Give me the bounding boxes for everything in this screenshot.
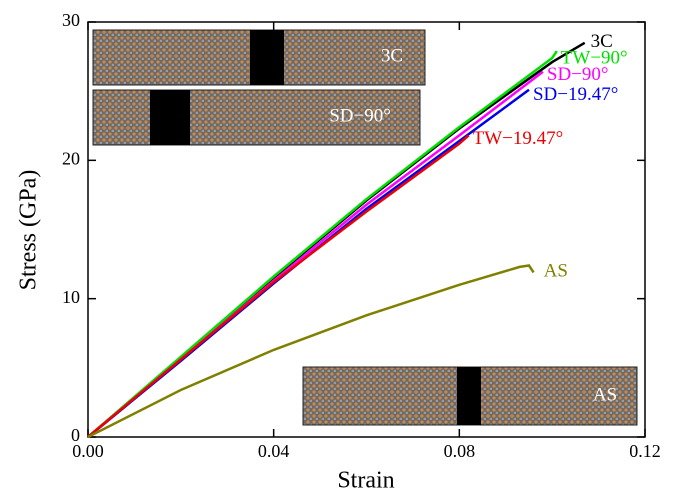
inset-gap xyxy=(457,367,481,425)
x-tick-label: 0.04 xyxy=(258,441,290,461)
series-line xyxy=(87,134,470,438)
y-tick-label: 10 xyxy=(62,287,80,307)
x-tick-label: 0.00 xyxy=(72,441,104,461)
inset-gap xyxy=(250,30,284,85)
y-tick-label: 30 xyxy=(62,10,80,30)
x-tick-label: 0.08 xyxy=(444,441,476,461)
series-line xyxy=(87,264,535,439)
series-label: 3C xyxy=(591,31,613,52)
series-label: AS xyxy=(544,261,568,282)
x-tick-label: 0.12 xyxy=(629,441,661,461)
inset-image xyxy=(92,89,421,146)
series-label: SD−90° xyxy=(547,64,609,85)
series-line xyxy=(87,50,558,438)
series-label: TW−90° xyxy=(561,47,628,68)
y-axis-label: Stress (GPa) xyxy=(16,170,42,291)
plot-frame xyxy=(87,21,646,438)
inset-label: AS xyxy=(593,384,617,405)
series-label: SD−19.47° xyxy=(533,84,618,105)
x-axis-label: Strain xyxy=(337,468,394,494)
inset-label: 3C xyxy=(381,45,403,66)
series-label: TW−19.47° xyxy=(473,128,564,149)
inset-gap xyxy=(150,90,190,145)
y-tick-label: 20 xyxy=(62,148,80,168)
y-tick-label: 0 xyxy=(71,425,80,445)
inset-label: SD−90° xyxy=(329,105,391,126)
insets: 3C SD−90° AS xyxy=(92,29,638,426)
